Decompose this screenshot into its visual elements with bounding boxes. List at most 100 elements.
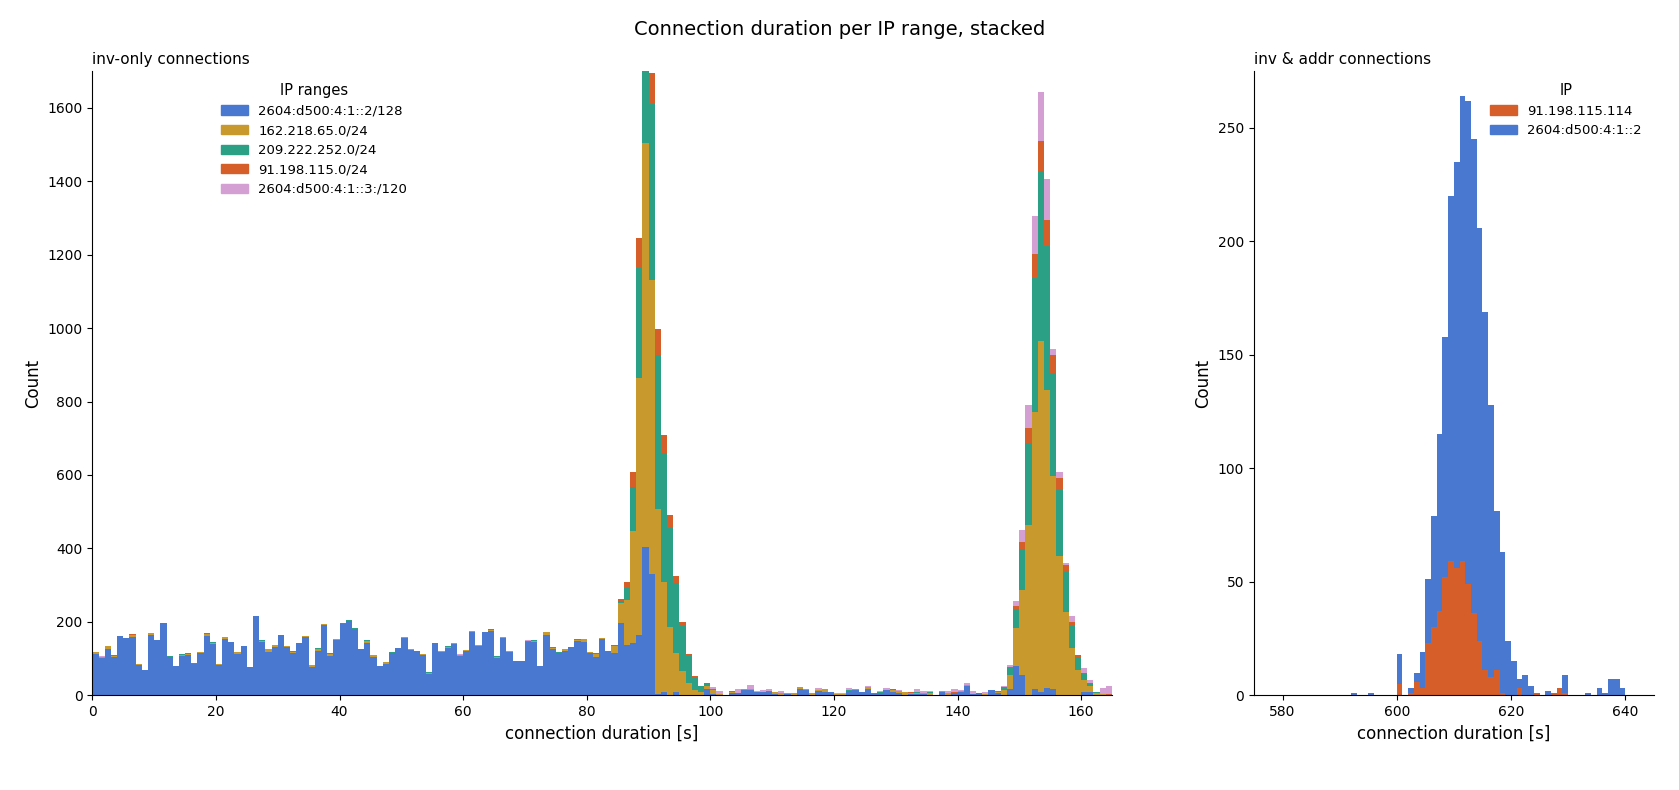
Bar bbox=[408, 649, 413, 695]
Bar bbox=[1459, 562, 1466, 695]
Bar bbox=[890, 692, 895, 695]
Bar bbox=[1031, 216, 1038, 254]
Bar bbox=[99, 658, 104, 695]
Bar bbox=[1019, 590, 1026, 675]
Bar bbox=[809, 694, 816, 695]
Bar bbox=[1019, 530, 1026, 542]
Bar bbox=[625, 588, 630, 600]
Bar bbox=[1551, 693, 1556, 695]
Bar bbox=[1044, 220, 1049, 246]
Bar bbox=[1070, 615, 1075, 622]
Bar bbox=[747, 689, 754, 690]
Bar bbox=[1425, 643, 1431, 695]
Bar bbox=[1038, 141, 1044, 171]
Y-axis label: Count: Count bbox=[1194, 359, 1212, 408]
Bar bbox=[210, 644, 217, 695]
Bar bbox=[1523, 675, 1528, 695]
Bar bbox=[1044, 179, 1049, 220]
Bar bbox=[1516, 679, 1523, 688]
Bar bbox=[618, 623, 625, 695]
Bar bbox=[593, 653, 599, 656]
Bar bbox=[915, 690, 920, 692]
Bar bbox=[544, 632, 549, 634]
Bar bbox=[630, 472, 636, 487]
Bar bbox=[327, 653, 334, 656]
Bar bbox=[927, 693, 934, 695]
Bar bbox=[939, 692, 945, 695]
Bar bbox=[704, 686, 710, 689]
Bar bbox=[1031, 254, 1038, 278]
Bar bbox=[667, 528, 673, 627]
Bar bbox=[1499, 552, 1506, 693]
Bar bbox=[747, 685, 754, 689]
Bar bbox=[277, 635, 284, 695]
Bar bbox=[630, 531, 636, 643]
Bar bbox=[1049, 689, 1056, 695]
Bar bbox=[784, 694, 791, 695]
Bar bbox=[599, 639, 604, 695]
Bar bbox=[630, 643, 636, 695]
Bar bbox=[185, 653, 191, 655]
Bar bbox=[1466, 100, 1471, 584]
Bar bbox=[915, 693, 920, 694]
Bar bbox=[920, 694, 927, 695]
Bar bbox=[853, 690, 858, 695]
Bar bbox=[883, 688, 890, 690]
Bar bbox=[265, 652, 272, 695]
Bar bbox=[1563, 675, 1568, 693]
Bar bbox=[704, 683, 710, 686]
Bar bbox=[1019, 549, 1026, 590]
Bar bbox=[964, 685, 970, 687]
Bar bbox=[1063, 565, 1070, 572]
Bar bbox=[1007, 664, 1012, 667]
Bar bbox=[1499, 693, 1506, 695]
Bar bbox=[673, 653, 680, 692]
Bar bbox=[599, 638, 604, 639]
Bar bbox=[1026, 428, 1031, 443]
Bar bbox=[648, 574, 655, 695]
Bar bbox=[667, 627, 673, 695]
Bar bbox=[413, 651, 420, 695]
Bar bbox=[395, 649, 401, 695]
Bar bbox=[290, 653, 296, 695]
Bar bbox=[1088, 692, 1093, 695]
Bar bbox=[562, 651, 568, 695]
Bar bbox=[507, 652, 512, 695]
Bar bbox=[136, 664, 141, 695]
Bar bbox=[581, 642, 586, 695]
Bar bbox=[816, 690, 821, 695]
Bar bbox=[655, 510, 662, 694]
Bar bbox=[457, 656, 463, 695]
Bar bbox=[284, 647, 290, 695]
Bar bbox=[828, 692, 834, 695]
Bar bbox=[970, 691, 975, 694]
Bar bbox=[779, 694, 784, 695]
Bar bbox=[290, 652, 296, 653]
Bar bbox=[494, 656, 500, 659]
Bar bbox=[1483, 670, 1488, 695]
Bar bbox=[272, 648, 277, 695]
Bar bbox=[160, 623, 166, 695]
Bar bbox=[1420, 652, 1425, 688]
Bar bbox=[1070, 626, 1075, 649]
Bar bbox=[574, 641, 581, 695]
Bar bbox=[685, 654, 692, 656]
Bar bbox=[445, 647, 450, 649]
Bar bbox=[1031, 412, 1038, 689]
Bar bbox=[1056, 472, 1063, 478]
Bar bbox=[611, 645, 618, 653]
Bar bbox=[717, 691, 722, 694]
Bar bbox=[420, 655, 426, 695]
Bar bbox=[662, 435, 667, 453]
Bar bbox=[989, 690, 994, 695]
Bar bbox=[222, 639, 228, 695]
Bar bbox=[1075, 657, 1081, 669]
Bar bbox=[1449, 562, 1454, 695]
Bar bbox=[371, 657, 376, 695]
Bar bbox=[1409, 693, 1414, 695]
Bar bbox=[1563, 693, 1568, 695]
Bar bbox=[1081, 673, 1088, 674]
Bar bbox=[648, 73, 655, 103]
Bar bbox=[1081, 679, 1088, 692]
Bar bbox=[339, 624, 346, 695]
